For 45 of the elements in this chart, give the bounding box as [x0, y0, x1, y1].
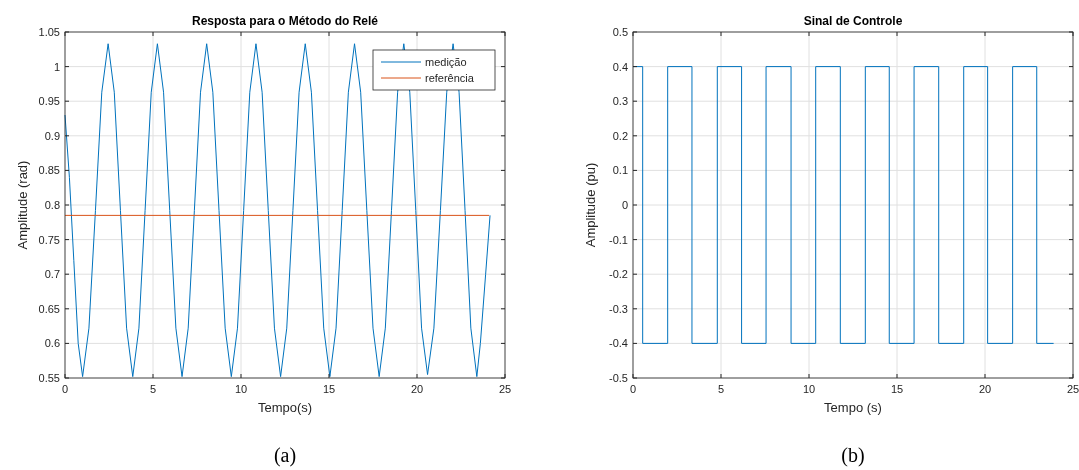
y-tick-label: 1.05 [38, 26, 60, 38]
y-tick-label: -0.4 [609, 337, 628, 350]
y-tick-label: 0.75 [38, 233, 60, 246]
y-tick-label: 0 [621, 199, 628, 211]
y-tick-label: 0.85 [38, 164, 60, 177]
x-tick-label: 10 [234, 383, 248, 395]
y-axis-title: Amplitude (rad) [15, 160, 30, 250]
x-tick-label: 0 [629, 383, 637, 395]
chart-title: Resposta para o Método do Relé [191, 14, 379, 28]
y-tick-label: 0.3 [612, 95, 628, 108]
legend-label: medição [425, 56, 467, 68]
y-tick-label: -0.2 [609, 268, 628, 281]
x-tick-label: 15 [322, 383, 336, 395]
y-tick-label: 0.8 [44, 199, 60, 211]
chart-title: Sinal de Controle [803, 14, 903, 28]
legend-label: referência [425, 72, 475, 84]
x-tick-label: 25 [1066, 383, 1079, 395]
x-tick-label: 20 [410, 383, 424, 395]
y-tick-label: 0.65 [38, 302, 60, 315]
text: (b) [841, 444, 865, 467]
x-tick-label: 5 [717, 383, 725, 395]
line-series [64, 43, 491, 378]
y-tick-label: -0.5 [609, 372, 628, 384]
y-tick-label: 0.1 [612, 164, 628, 177]
y-tick-label: 1 [53, 60, 60, 73]
y-tick-label: 0.5 [612, 26, 628, 38]
y-tick-label: 0.6 [44, 337, 60, 350]
y-tick-label: 0.4 [612, 60, 628, 73]
x-axis-title: Tempo (s) [824, 400, 882, 415]
y-tick-label: -0.3 [609, 302, 628, 315]
y-tick-label: 0.9 [44, 129, 60, 142]
text: (a) [273, 444, 297, 467]
x-tick-label: 15 [890, 383, 904, 395]
y-tick-label: 0.7 [44, 268, 60, 281]
y-axis-title: Amplitude (pu) [583, 162, 598, 248]
y-tick-label: 0.55 [38, 372, 60, 384]
x-tick-label: 10 [802, 383, 816, 395]
x-tick-label: 5 [149, 383, 157, 395]
x-tick-label: 20 [978, 383, 992, 395]
x-tick-label: 25 [498, 383, 512, 395]
y-tick-label: 0.2 [612, 129, 628, 142]
y-tick-label: -0.1 [609, 233, 628, 246]
y-tick-label: 0.95 [38, 95, 60, 108]
x-axis-title: Tempo(s) [257, 400, 313, 415]
x-tick-label: 0 [61, 383, 69, 395]
